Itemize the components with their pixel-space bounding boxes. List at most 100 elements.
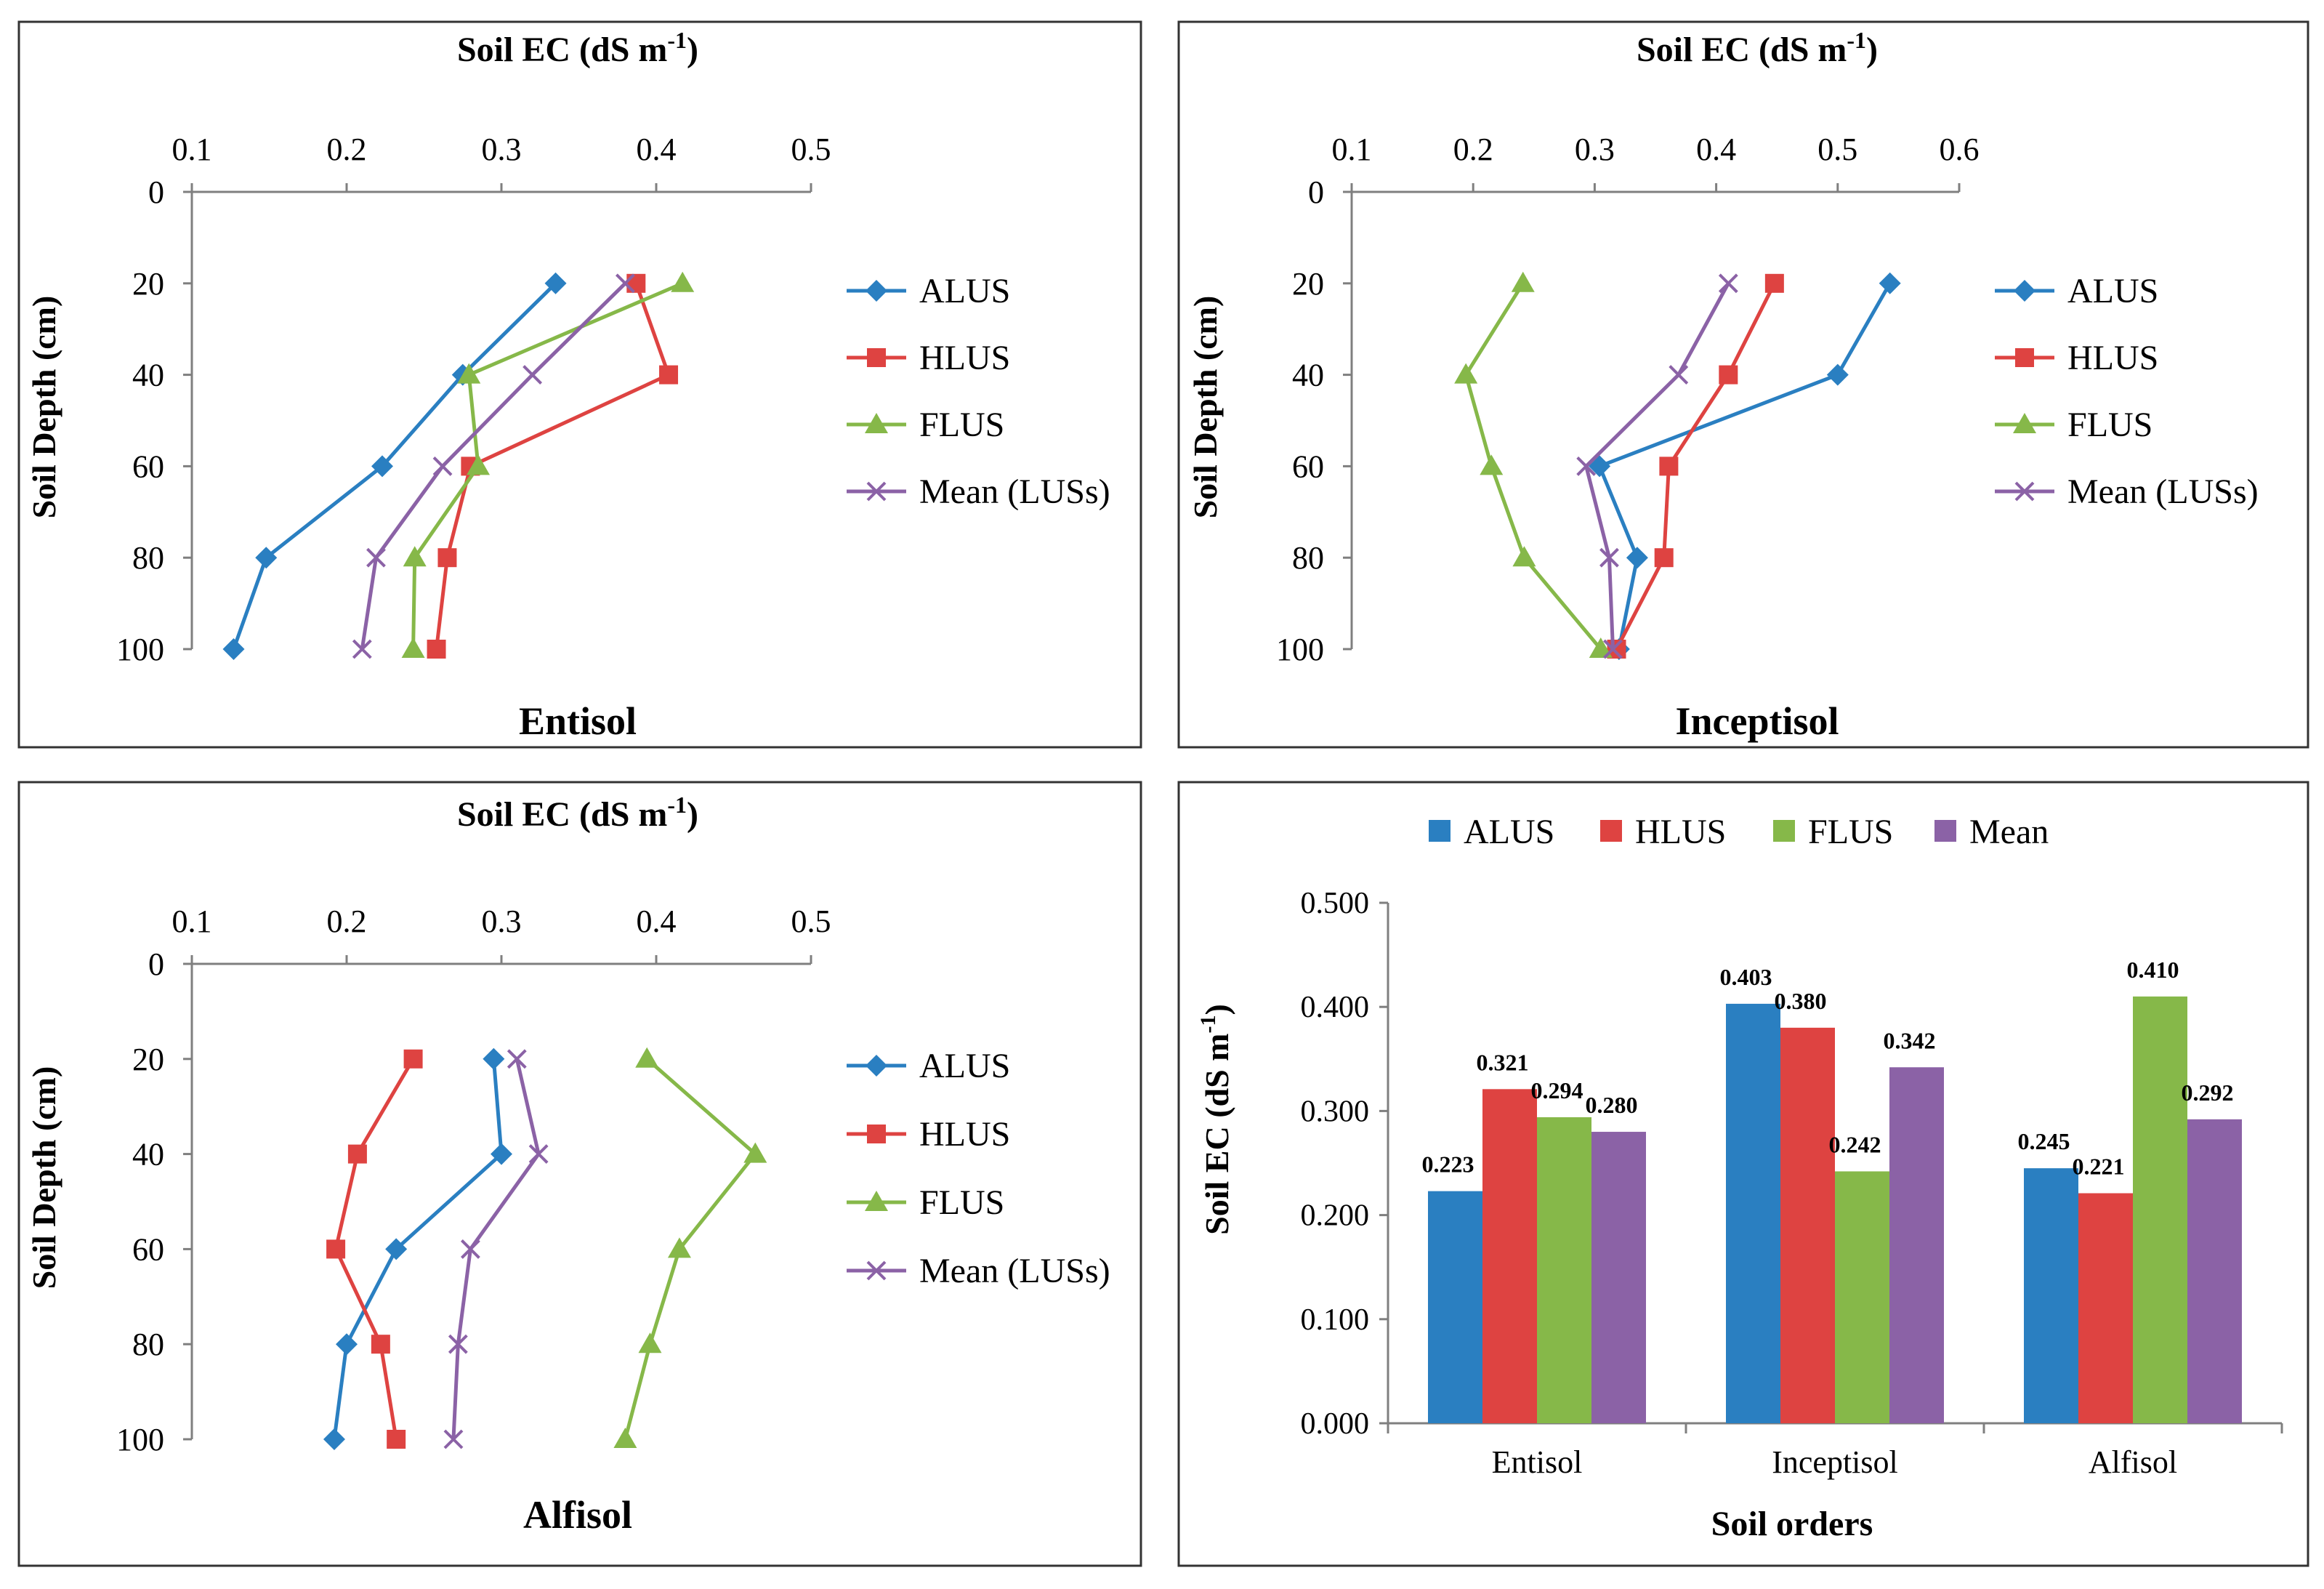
- legend-item: ALUS: [1429, 813, 1554, 851]
- x-tick-label: 0.4: [637, 132, 677, 167]
- legend-label: Mean: [1969, 813, 2049, 851]
- x-tick-label: 0.1: [172, 904, 212, 939]
- x-tick-label: 0.3: [482, 904, 522, 939]
- data-point: [659, 365, 679, 385]
- legend-item: ALUS: [847, 1047, 1010, 1085]
- y-tick-label: 0: [148, 946, 164, 982]
- data-point: [1669, 365, 1689, 385]
- panel-frame: [1177, 20, 2309, 749]
- data-point: [432, 456, 453, 476]
- y-tick-label: 100: [116, 1422, 164, 1457]
- bar-mean: [1591, 1132, 1646, 1423]
- data-point: [1454, 363, 1478, 384]
- data-label: 0.380: [1775, 988, 1827, 1014]
- x-axis-title-sup: -1: [667, 792, 687, 818]
- y-tick-label: 100: [116, 632, 164, 667]
- y-tick-label: 0.500: [1301, 887, 1370, 920]
- data-point: [222, 638, 245, 660]
- bar-mean: [2187, 1119, 2242, 1423]
- y-axis-title-close: ): [1198, 1004, 1235, 1015]
- data-point: [1659, 456, 1679, 476]
- x-tick-label: Entisol: [1492, 1444, 1583, 1480]
- legend-item: ALUS: [847, 272, 1010, 310]
- data-point: [667, 1237, 691, 1258]
- series-hlus: [326, 1049, 423, 1449]
- y-tick-label: 0: [148, 174, 164, 210]
- legend-label: Mean (LUSs): [2067, 472, 2259, 511]
- bar-mean: [1889, 1067, 1944, 1423]
- series-alus: [323, 1047, 512, 1450]
- data-point: [1654, 548, 1674, 568]
- legend-item: FLUS: [847, 1183, 1004, 1222]
- data-point: [528, 1144, 549, 1164]
- y-tick-label: 80: [132, 1327, 164, 1362]
- legend-label: FLUS: [919, 406, 1004, 444]
- data-point: [1480, 454, 1504, 475]
- legend-item: Mean (LUSs): [1995, 472, 2259, 511]
- y-tick-label: 40: [132, 358, 164, 393]
- x-tick-label: 0.1: [1332, 132, 1372, 167]
- x-axis-title: Soil EC (dS m-1): [457, 792, 698, 834]
- x-tick-label: 0.4: [637, 904, 677, 939]
- data-point: [491, 1143, 512, 1165]
- line-chart-inceptisol: 0.1 0.2 0.3 0.4 0.5 0.6 0 20 40 60 80 100 Soil EC (d…: [1177, 20, 2309, 749]
- y-tick-label: 60: [132, 1231, 164, 1267]
- y-tick-label: 0.400: [1301, 991, 1370, 1024]
- x-axis-title-text: Soil EC (dS m: [457, 795, 667, 834]
- data-point: [483, 1047, 505, 1070]
- legend-item: Mean (LUSs): [847, 1252, 1110, 1290]
- legend-swatch: [1934, 820, 1956, 842]
- data-point: [1599, 547, 1619, 568]
- data-point: [387, 1430, 406, 1449]
- legend-marker: [865, 413, 888, 433]
- data-point: [613, 1428, 637, 1448]
- data-point: [523, 365, 543, 385]
- data-label: 0.242: [1829, 1131, 1881, 1157]
- y-axis-title: Soil Depth (cm): [25, 1066, 62, 1290]
- y-tick-label: 100: [1276, 632, 1324, 667]
- data-point: [371, 455, 393, 478]
- legend-marker: [865, 1191, 888, 1211]
- x-tick-label: 0.5: [1817, 132, 1857, 167]
- data-point: [460, 1239, 480, 1259]
- series-flus: [401, 271, 695, 658]
- bar-hlus: [1780, 1027, 1835, 1423]
- data-label: 0.280: [1586, 1092, 1638, 1118]
- x-tick-label: 0.3: [1575, 132, 1615, 167]
- legend-item: FLUS: [847, 406, 1004, 444]
- data-point: [448, 1334, 468, 1354]
- data-point: [638, 1332, 662, 1353]
- legend-item: ALUS: [1995, 272, 2158, 310]
- data-point: [1603, 639, 1623, 659]
- data-label: 0.403: [1720, 964, 1772, 990]
- line-chart-entisol: 0.1 0.2 0.3 0.4 0.5 0 20 40 60 80 100 Soil EC (dS m…: [17, 20, 1142, 749]
- data-point: [371, 1335, 390, 1354]
- legend-label: ALUS: [919, 272, 1010, 310]
- y-axis-title: Soil EC (dS m-1): [1196, 1004, 1235, 1235]
- data-point: [1576, 456, 1597, 476]
- x-axis-title: Soil EC (dS m-1): [1637, 27, 1878, 69]
- series-flus: [1454, 271, 1613, 658]
- panel-title: Alfisol: [523, 1493, 632, 1537]
- legend-marker: [2013, 413, 2036, 433]
- legend-label: HLUS: [919, 1115, 1010, 1154]
- series-mean-luss-: [443, 1049, 549, 1449]
- data-point: [1512, 546, 1536, 567]
- data-point: [1764, 273, 1784, 293]
- y-tick-label: 40: [132, 1137, 164, 1172]
- y-tick-label: 80: [132, 540, 164, 576]
- data-point: [671, 271, 695, 292]
- x-tick-label: 0.5: [791, 132, 831, 167]
- data-point: [1719, 365, 1738, 385]
- x-axis-title: Soil EC (dS m-1): [457, 27, 698, 69]
- x-axis-title-close: ): [1866, 31, 1878, 69]
- data-label: 0.223: [1422, 1151, 1474, 1178]
- x-axis-title-sup: -1: [667, 27, 687, 53]
- data-point: [366, 547, 386, 568]
- data-point: [467, 454, 491, 475]
- panel-frame: [17, 20, 1142, 749]
- legend-item: HLUS: [1600, 813, 1726, 851]
- legend-label: FLUS: [2067, 406, 2152, 444]
- legend-swatch: [1429, 820, 1451, 842]
- y-tick-label: 20: [1292, 266, 1324, 302]
